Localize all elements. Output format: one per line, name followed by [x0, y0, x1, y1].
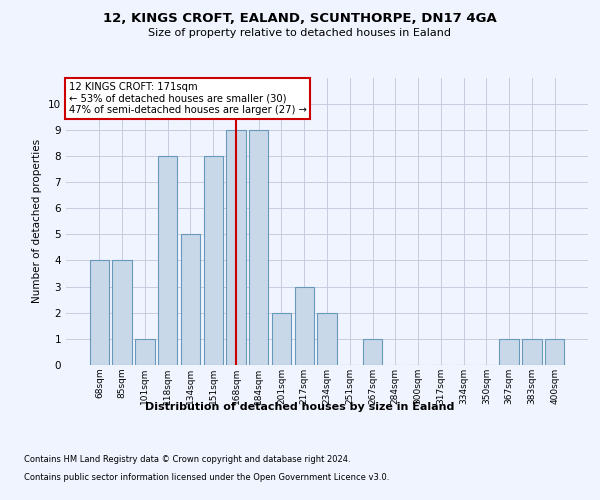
Text: 12, KINGS CROFT, EALAND, SCUNTHORPE, DN17 4GA: 12, KINGS CROFT, EALAND, SCUNTHORPE, DN1… [103, 12, 497, 26]
Bar [226, 130, 245, 365]
Bar [249, 130, 268, 365]
Bar [135, 339, 155, 365]
Bar [203, 156, 223, 365]
Bar [112, 260, 132, 365]
Bar [181, 234, 200, 365]
Bar [295, 286, 314, 365]
Bar [158, 156, 178, 365]
Text: Contains HM Land Registry data © Crown copyright and database right 2024.: Contains HM Land Registry data © Crown c… [24, 455, 350, 464]
Bar [272, 312, 291, 365]
Text: 12 KINGS CROFT: 171sqm
← 53% of detached houses are smaller (30)
47% of semi-det: 12 KINGS CROFT: 171sqm ← 53% of detached… [68, 82, 307, 115]
Bar [499, 339, 519, 365]
Text: Distribution of detached houses by size in Ealand: Distribution of detached houses by size … [145, 402, 455, 412]
Bar [317, 312, 337, 365]
Bar [90, 260, 109, 365]
Text: Size of property relative to detached houses in Ealand: Size of property relative to detached ho… [149, 28, 452, 38]
Bar [545, 339, 564, 365]
Text: Contains public sector information licensed under the Open Government Licence v3: Contains public sector information licen… [24, 472, 389, 482]
Bar [363, 339, 382, 365]
Bar [522, 339, 542, 365]
Y-axis label: Number of detached properties: Number of detached properties [32, 139, 43, 304]
